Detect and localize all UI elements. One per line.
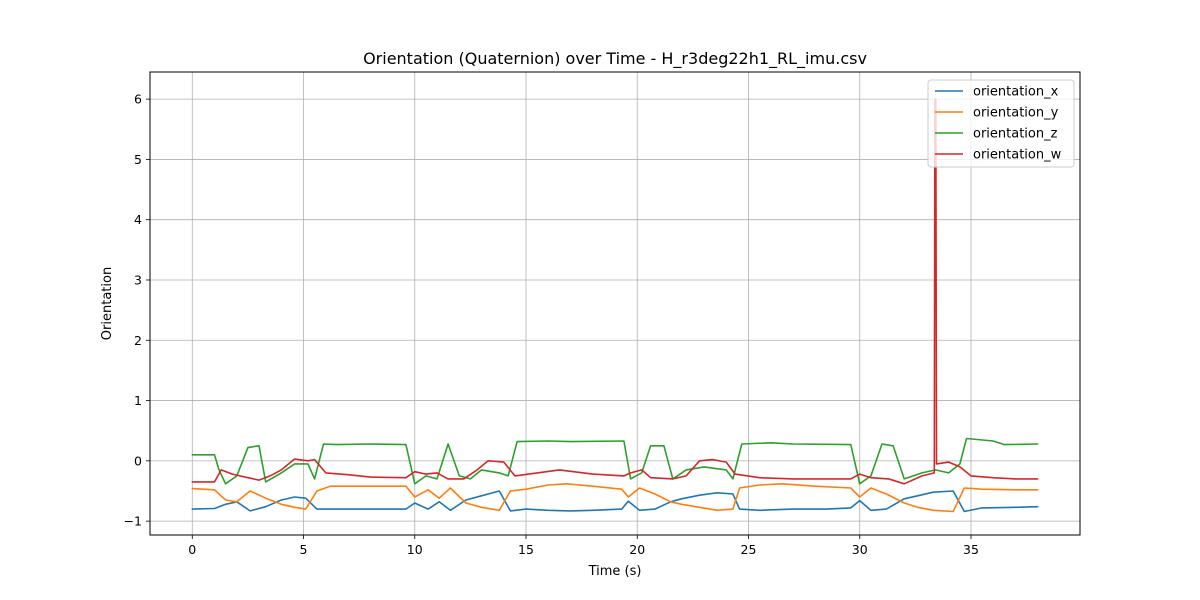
x-tick-label: 25 [741,542,757,557]
legend-box [927,79,1075,168]
y-tick-label: 3 [134,272,142,287]
y-tick-label: 5 [134,152,142,167]
legend-items: orientation_x orientation_y orientation_zo… [935,85,1062,163]
series-line-orientation-y [191,482,1039,513]
legend-label-orientation-x: orientation_x [973,85,1059,100]
plot-frame [149,71,1081,536]
x-tick-label: 10 [407,542,423,557]
y-tick-label: 2 [134,333,142,348]
y-tick-label: 1 [134,393,142,408]
legend-label-orientation-z: orientation_z [973,127,1058,142]
series-layer [191,98,1039,513]
x-tick-label: 30 [852,542,868,557]
y-axis-label: Orientation [100,267,115,340]
x-tick-label: 0 [188,542,196,557]
y-tick-label: −1 [124,514,142,529]
y-tick-label: 0 [134,453,142,468]
series-line-orientation-x [191,490,1039,513]
x-tick-label: 15 [518,542,534,557]
y-tick-label: 4 [134,212,142,227]
x-tick-label: 5 [300,542,308,557]
legend-label-orientation-y: orientation_y [973,106,1059,121]
x-tick-label: 35 [963,542,979,557]
tick-layer: 0 5 10 15 20 25 30 35 −1 0 1 2 3 4 5 6 [124,92,979,557]
y-tick-label: 6 [134,92,142,107]
series-line-orientation-z [191,437,1039,485]
x-tick-label: 20 [629,542,645,557]
chart-title: Orientation (Quaternion) over Time - H_r… [363,49,867,69]
series-line-orientation-w [191,98,1039,485]
x-axis-label: Time (s) [588,564,642,579]
legend-label-orientation-w: orientation_w [973,148,1062,163]
legend: orientation_x orientation_y orientation_zo… [927,79,1075,168]
